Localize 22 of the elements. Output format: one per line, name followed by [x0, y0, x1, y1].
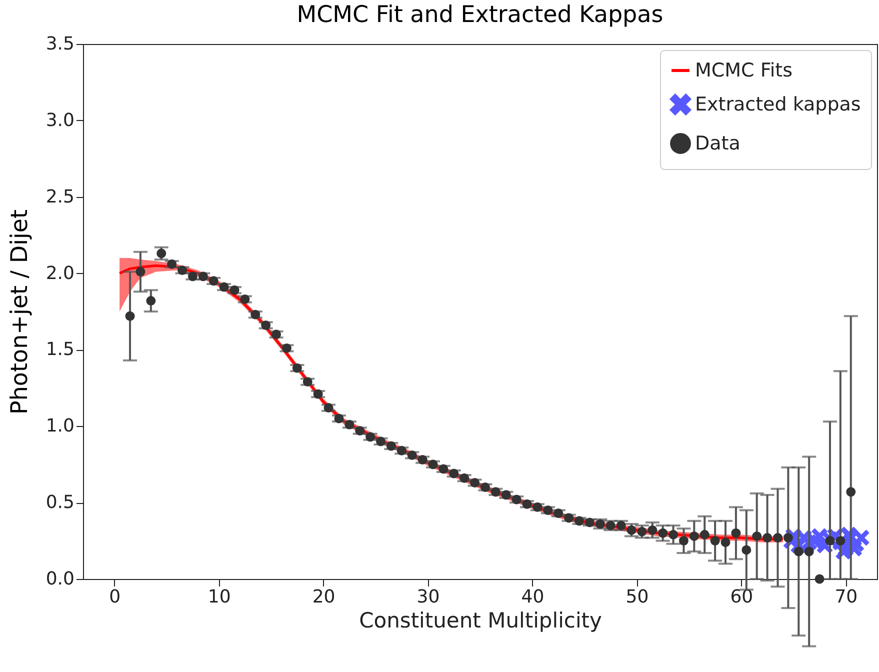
y-tick-label: 3.0	[46, 110, 74, 131]
y-tick-label: 1.0	[46, 416, 74, 437]
legend-label: Extracted kappas	[695, 94, 861, 116]
x-tick-label: 70	[834, 586, 858, 608]
y-tick-label: 0.0	[46, 568, 74, 590]
chart-title: MCMC Fit and Extracted Kappas	[296, 2, 664, 28]
legend-label: MCMC Fits	[695, 60, 793, 82]
x-tick-label: 20	[312, 586, 336, 608]
y-tick-label: 2.0	[46, 262, 74, 284]
y-tick-label: 2.5	[46, 186, 74, 208]
x-axis-title: Constituent Multiplicity	[359, 608, 602, 632]
x-tick-label: 10	[208, 586, 231, 608]
x-tick-label: 30	[416, 586, 440, 608]
x-tick-label: 40	[521, 586, 544, 608]
y-tick-label: 0.5	[46, 492, 74, 514]
y-tick-label: 1.5	[46, 339, 74, 360]
x-tick-label: 0	[109, 586, 121, 608]
y-axis-title: Photon+jet / Dijet	[6, 209, 33, 415]
x-tick-label: 60	[730, 586, 754, 608]
legend-label: Data	[695, 132, 740, 154]
x-tick-label: 50	[626, 586, 649, 608]
y-tick-label: 3.5	[46, 34, 74, 54]
